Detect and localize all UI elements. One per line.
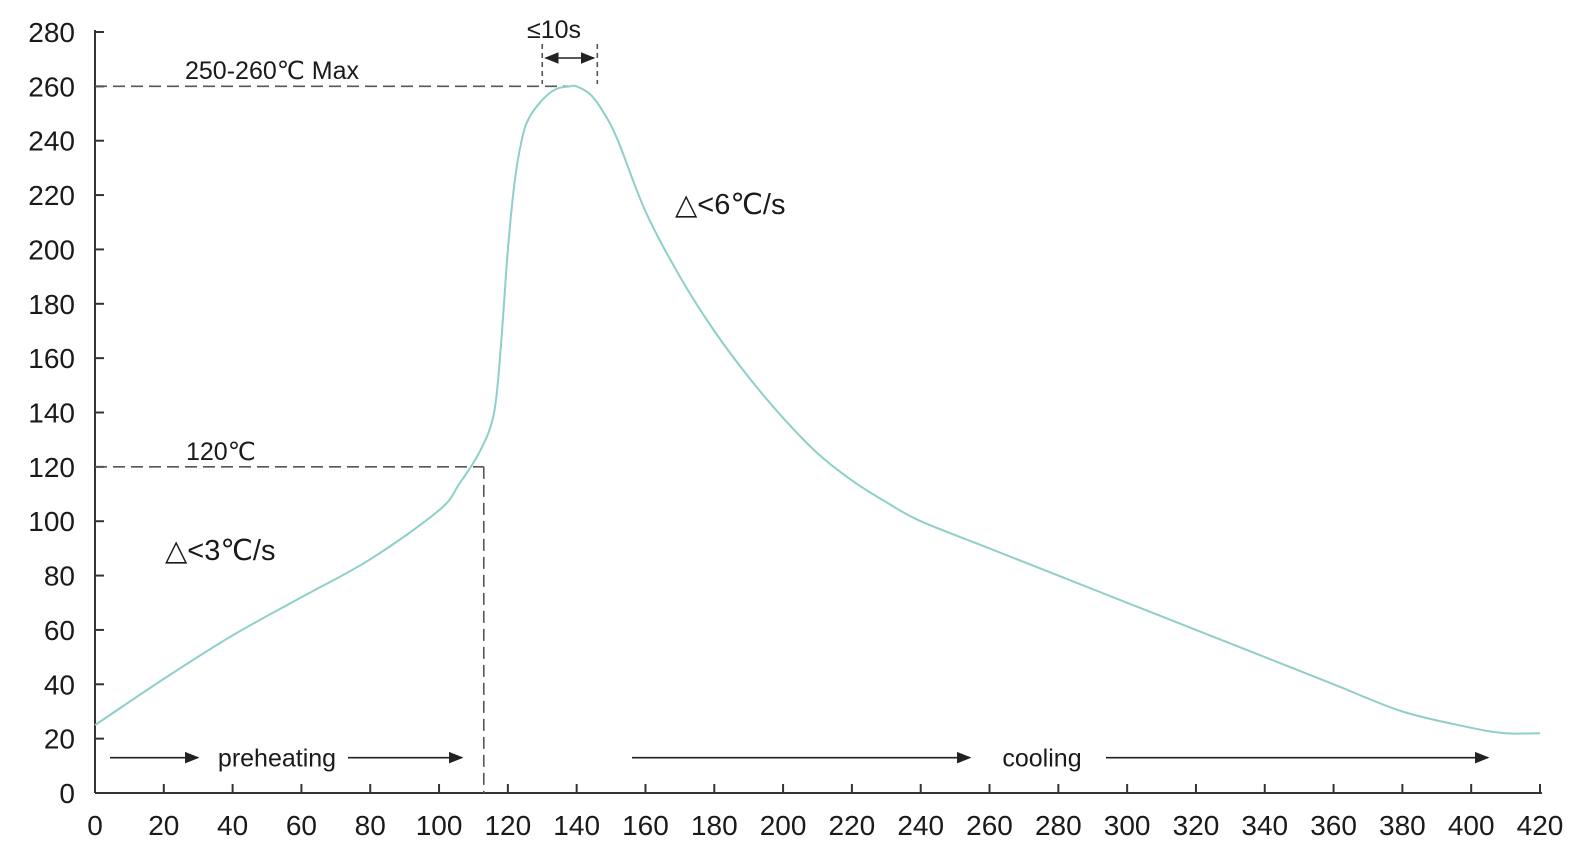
x-tick-label: 300 — [1104, 810, 1151, 841]
temperature-profile-line — [94, 84, 1541, 735]
x-tick-label: 260 — [966, 810, 1013, 841]
x-tick-label: 100 — [416, 810, 463, 841]
x-tick-label: 180 — [691, 810, 738, 841]
x-tick-label: 360 — [1310, 810, 1357, 841]
heating-rate-label: △<3℃/s — [165, 535, 276, 567]
y-tick-label: 180 — [28, 289, 75, 320]
x-tick-label: 280 — [1035, 810, 1082, 841]
y-tick-label: 200 — [28, 234, 75, 265]
x-tick-label: 20 — [148, 810, 179, 841]
y-axis: 0 20 40 60 80 100 120 140 160 180 200 220 240 260 280 — [28, 17, 104, 809]
y-tick-label: 220 — [28, 180, 75, 211]
preheating-label: preheating — [218, 745, 336, 773]
x-axis: 0 20 40 60 80 100 120 140 160 180 200 220 240 260 280 3… — [87, 784, 1563, 841]
y-tick-label: 260 — [28, 71, 75, 102]
x-tick-label: 240 — [897, 810, 944, 841]
y-tick-label: 0 — [59, 778, 75, 809]
x-tick-label: 0 — [87, 810, 103, 841]
peak-temperature-label: 250-260℃ Max — [185, 57, 359, 85]
x-tick-label: 340 — [1241, 810, 1288, 841]
y-tick-label: 20 — [44, 724, 75, 755]
y-tick-label: 140 — [28, 398, 75, 429]
x-tick-label: 320 — [1173, 810, 1220, 841]
x-tick-label: 120 — [484, 810, 531, 841]
x-tick-label: 380 — [1379, 810, 1426, 841]
y-tick-label: 40 — [44, 669, 75, 700]
peak-time-label: ≤10s — [527, 16, 581, 44]
x-tick-label: 60 — [286, 810, 317, 841]
x-tick-label: 400 — [1448, 810, 1495, 841]
x-tick-label: 140 — [553, 810, 600, 841]
reference-lines — [95, 44, 599, 793]
cooling-rate-label: △<6℃/s — [675, 189, 786, 221]
y-tick-label: 120 — [28, 452, 75, 483]
preheat-temperature-label: 120℃ — [186, 438, 256, 466]
annotations: 250-260℃ Max ≤10s 120℃ △<3℃/s △<6℃/s pre… — [165, 16, 1082, 773]
y-tick-label: 160 — [28, 343, 75, 374]
x-tick-label: 220 — [829, 810, 876, 841]
x-tick-label: 40 — [217, 810, 248, 841]
x-tick-label: 80 — [355, 810, 386, 841]
y-tick-label: 80 — [44, 561, 75, 592]
y-tick-label: 280 — [28, 17, 75, 48]
y-tick-label: 60 — [44, 615, 75, 646]
cooling-label: cooling — [1002, 745, 1081, 773]
x-tick-label: 160 — [622, 810, 669, 841]
x-tick-label: 200 — [760, 810, 807, 841]
y-tick-label: 100 — [28, 506, 75, 537]
x-tick-label: 420 — [1517, 810, 1564, 841]
y-tick-label: 240 — [28, 126, 75, 157]
